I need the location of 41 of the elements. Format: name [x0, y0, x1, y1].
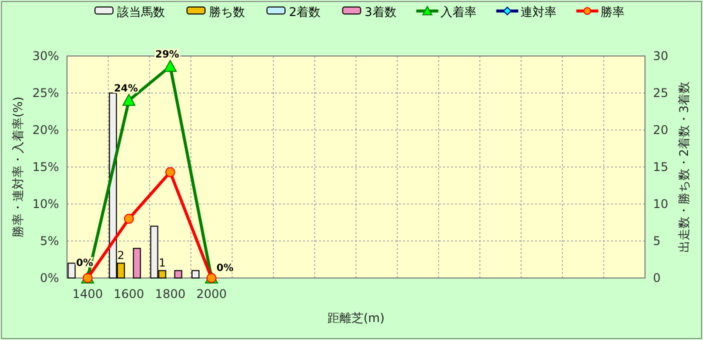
y2-tick-label: 10 [653, 197, 668, 211]
y2-tick-label: 5 [653, 234, 661, 248]
y-tick-label: 10% [32, 197, 59, 211]
bar [132, 248, 141, 278]
legend-label: 該当馬数 [117, 5, 165, 19]
data-label: 2 [117, 249, 124, 262]
point [164, 60, 177, 72]
data-label: 29% [155, 49, 180, 60]
y-tick-label: 20% [32, 123, 59, 137]
legend-label: 3着数 [364, 5, 396, 19]
legend-label: 入着率 [440, 5, 476, 19]
x-tick-label: 1400 [72, 287, 103, 301]
x-tick-label: 1600 [114, 287, 144, 301]
data-label: 24% [114, 83, 138, 94]
x-tick-label: 2000 [196, 287, 227, 301]
legend-label: 2着数 [289, 5, 321, 19]
y2-tick-label: 30 [653, 49, 668, 63]
legend-label: 連対率 [520, 5, 556, 19]
y-tick-label: 30% [32, 49, 59, 63]
y2-axis-title: 出走数・勝ち数・2着数・3着数 [677, 81, 691, 253]
x-tick-label: 1800 [154, 287, 186, 301]
y-tick-label: 0% [40, 271, 59, 285]
y2-tick-label: 0 [653, 271, 661, 285]
point [122, 94, 136, 106]
y2-tick-label: 25 [653, 86, 668, 100]
data-label: 1 [158, 256, 166, 270]
y-tick-label: 5% [40, 234, 59, 248]
point [124, 214, 134, 224]
y2-tick-label: 20 [653, 123, 668, 137]
bar [192, 270, 200, 278]
y-axis-title: 勝率・連対率・入着率(%) [11, 96, 25, 238]
bar [174, 270, 182, 278]
y-tick-label: 25% [32, 86, 59, 100]
point [165, 167, 176, 178]
bar [68, 262, 76, 278]
x-axis-title: 距離芝(m) [327, 311, 385, 325]
y-tick-label: 15% [32, 160, 59, 174]
legend-label: 勝ち数 [209, 5, 245, 19]
y2-tick-label: 15 [653, 160, 668, 174]
data-label: 0% [216, 263, 234, 274]
legend-label: 勝率 [600, 5, 624, 19]
